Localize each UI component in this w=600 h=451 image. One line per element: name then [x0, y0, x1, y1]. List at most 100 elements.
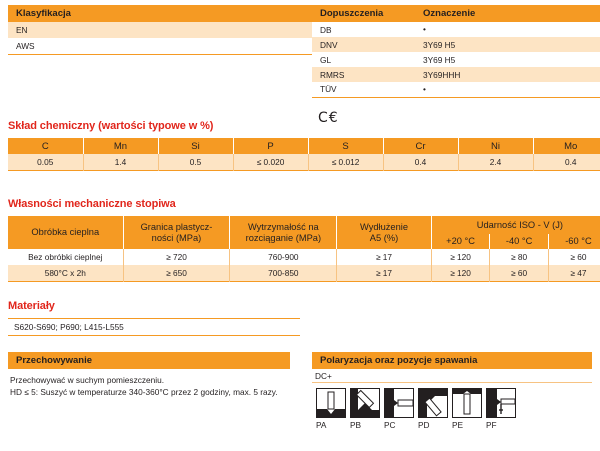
chemical-column-header: S	[308, 138, 384, 154]
polarity-current-value: DC+	[312, 369, 592, 383]
chemical-value: 0.4	[564, 156, 577, 167]
approval-name: RMRS	[320, 69, 345, 80]
chemical-value: 1.4	[83, 154, 159, 170]
table-row: AWS A5.5: E 10018-G H4	[8, 38, 600, 54]
welding-positions-list: PA PB PC	[312, 383, 592, 430]
chemical-column-header: Mo	[564, 140, 578, 152]
table-row: 0.05 1.4 0.5 ≤ 0.020 ≤ 0.012 0.4 2.4 0.4	[8, 154, 600, 170]
approval-value: •	[423, 24, 426, 35]
chemical-value: ≤ 0.020	[233, 154, 309, 170]
approval-value: 3Y69 H5	[423, 54, 456, 65]
classification-header-row: Klasyfikacja	[8, 5, 600, 22]
welding-position-pa: PA	[316, 388, 346, 430]
table-row: RMRS 3Y69HHH	[312, 67, 600, 82]
position-pf-icon	[486, 388, 516, 418]
impact-value: ≥ 60	[570, 252, 587, 262]
approval-name: TÜV	[320, 84, 337, 95]
mechanical-header-treatment: Obróbka cieplna	[8, 216, 124, 249]
materials-table: S620-S690; P690; L415-L555	[8, 318, 300, 336]
table-row: Bez obróbki cieplnej ≥ 720 760-900 ≥ 17 …	[8, 249, 600, 265]
welding-position-pd: PD	[418, 388, 448, 430]
position-label: PE	[452, 420, 464, 430]
chemical-column-header: Ni	[458, 138, 534, 154]
table-row: EN 757: E 69 6 Mn2NiCrMo B 4 2 H5	[8, 22, 600, 38]
approvals-header-name: Dopuszczenia	[320, 8, 384, 19]
impact-value: ≥ 80	[489, 249, 549, 265]
mechanical-header-yield: Granica plastycz- ności (MPa)	[123, 216, 231, 249]
materials-section-title: Materiały	[8, 300, 55, 312]
approval-name: DB	[320, 24, 332, 35]
approvals-table: Dopuszczenia Oznaczenie DB • DNV 3Y69 H5…	[312, 5, 600, 98]
mechanical-header-tensile: Wytrzymałość na rozciąganie (MPa)	[229, 216, 338, 249]
classification-value: 757: E 69 6 Mn2NiCrMo B 4 2 H5	[314, 25, 438, 35]
mechanical-header-row: Obróbka cieplna Granica plastycz- ności …	[8, 216, 600, 249]
chemical-column-header: Mn	[83, 138, 159, 154]
impact-value: ≥ 120	[431, 249, 491, 265]
classification-value: A5.5: E 10018-G H4	[314, 40, 389, 51]
table-row: GL 3Y69 H5	[312, 52, 600, 67]
tensile-value: 760-900	[229, 249, 338, 265]
welding-position-pe: PE	[452, 388, 482, 430]
approval-value: 3Y69 H5	[423, 39, 456, 50]
polarity-section: Polaryzacja oraz pozycje spawania DC+ PA	[312, 352, 592, 430]
mechanical-header-elongation: Wydłużenie A5 (%)	[336, 216, 432, 249]
tensile-line-2: rozciąganie (MPa)	[245, 232, 322, 243]
chemical-column-header: Si	[158, 138, 234, 154]
impact-value: ≥ 120	[431, 265, 491, 281]
ce-mark-icon: C€	[318, 110, 339, 126]
welding-position-pc: PC	[384, 388, 414, 430]
position-label: PF	[486, 420, 497, 430]
chemical-value: 0.05	[8, 154, 84, 170]
table-row: DNV 3Y69 H5	[312, 37, 600, 52]
approval-value: •	[423, 84, 426, 95]
storage-line-2: HD ≤ 5: Suszyć w temperaturze 340-360°C …	[10, 387, 278, 398]
storage-section: Przechowywanie Przechowywać w suchym pom…	[8, 352, 290, 398]
position-label: PB	[350, 420, 362, 430]
yield-line-2: ności (MPa)	[151, 232, 202, 243]
chemical-value: 2.4	[458, 154, 534, 170]
approvals-header-value: Oznaczenie	[423, 8, 476, 19]
chemical-section-title: Skład chemiczny (wartości typowe w %)	[8, 120, 214, 132]
classification-table: Klasyfikacja EN 757: E 69 6 Mn2NiCrMo B …	[8, 5, 600, 55]
chemical-value: 0.5	[158, 154, 234, 170]
position-pa-icon	[316, 388, 346, 418]
elongation-line-1: Wydłużenie	[360, 222, 408, 233]
elongation-line-2: A5 (%)	[369, 232, 399, 243]
chemical-value: 0.4	[383, 154, 459, 170]
chemical-composition-table: C Mn Si P S Cr Ni Mo 0.05 1.4 0.5 ≤ 0.02…	[8, 138, 600, 171]
storage-line-1: Przechowywać w suchym pomieszczeniu.	[10, 375, 165, 385]
welding-position-pf: PF	[486, 388, 516, 430]
elongation-value: ≥ 17	[336, 249, 432, 265]
approvals-header-row: Dopuszczenia Oznaczenie	[312, 5, 600, 22]
position-label: PD	[418, 420, 430, 430]
position-label: PA	[316, 420, 327, 430]
tensile-value: 700-850	[229, 265, 338, 281]
position-pb-icon	[350, 388, 380, 418]
polarity-header: Polaryzacja oraz pozycje spawania	[312, 352, 592, 369]
materials-value: S620-S690; P690; L415-L555	[14, 322, 124, 332]
chemical-header-row: C Mn Si P S Cr Ni Mo	[8, 138, 600, 154]
impact-value: ≥ 60	[489, 265, 549, 281]
table-row: DB •	[312, 22, 600, 37]
classification-standard: EN	[16, 25, 28, 35]
mechanical-properties-table: Obróbka cieplna Granica plastycz- ności …	[8, 216, 600, 282]
table-row: TÜV •	[312, 82, 600, 97]
tensile-line-1: Wytrzymałość na	[247, 222, 319, 233]
storage-body: Przechowywać w suchym pomieszczeniu. HD …	[8, 369, 290, 398]
impact-temp-header: +20 °C	[431, 234, 491, 249]
approval-value: 3Y69HHH	[423, 69, 461, 80]
position-pc-icon	[384, 388, 414, 418]
chemical-value: ≤ 0.012	[308, 154, 384, 170]
yield-value: ≥ 720	[123, 249, 231, 265]
impact-temp-header: -60 °C	[565, 236, 592, 247]
classification-header: Klasyfikacja	[16, 8, 71, 19]
chemical-column-header: P	[233, 138, 309, 154]
position-pe-icon	[452, 388, 482, 418]
position-label: PC	[384, 420, 396, 430]
chemical-column-header: C	[8, 138, 84, 154]
treatment-value: 580°C x 2h	[8, 265, 124, 281]
treatment-value: Bez obróbki cieplnej	[8, 249, 124, 265]
welding-position-pb: PB	[350, 388, 380, 430]
table-row: 580°C x 2h ≥ 650 700-850 ≥ 17 ≥ 120 ≥ 60…	[8, 265, 600, 281]
